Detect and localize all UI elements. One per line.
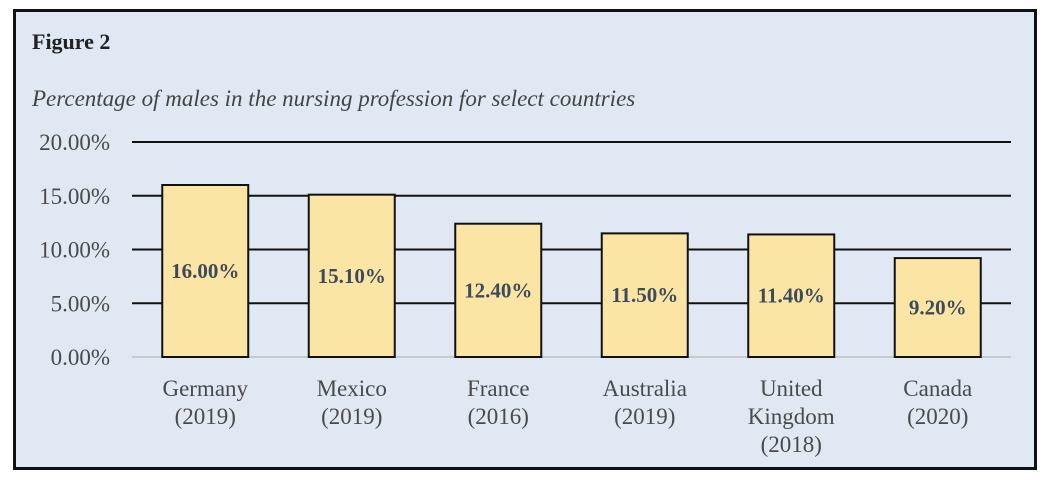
bar	[307, 193, 396, 358]
bar	[747, 233, 836, 358]
data-label: 11.50%	[611, 283, 678, 307]
y-tick-label: 0.00%	[51, 345, 110, 370]
bar	[454, 222, 543, 358]
data-label: 9.20%	[909, 296, 967, 320]
x-category-label: Mexico (2019)	[317, 376, 387, 429]
x-category-label: Germany (2019)	[162, 376, 248, 429]
bar	[600, 232, 689, 358]
bar	[161, 184, 250, 358]
y-tick-label: 10.00%	[39, 238, 110, 263]
y-tick-label: 20.00%	[39, 130, 110, 155]
x-category-label: Australia (2019)	[603, 376, 687, 429]
y-tick-label: 5.00%	[51, 291, 110, 316]
data-label: 15.10%	[318, 264, 386, 288]
data-label: 16.00%	[171, 259, 239, 283]
data-label: 11.40%	[758, 284, 825, 308]
bar	[893, 257, 982, 359]
data-label: 12.40%	[464, 278, 532, 302]
x-category-label: Canada (2020)	[903, 376, 972, 429]
x-category-label: France (2016)	[467, 376, 530, 429]
x-category-label: United Kingdom (2018)	[748, 376, 835, 457]
y-tick-label: 15.00%	[39, 184, 110, 209]
figure-label: Figure 2	[32, 29, 111, 54]
figure-title: Percentage of males in the nursing profe…	[32, 86, 636, 111]
